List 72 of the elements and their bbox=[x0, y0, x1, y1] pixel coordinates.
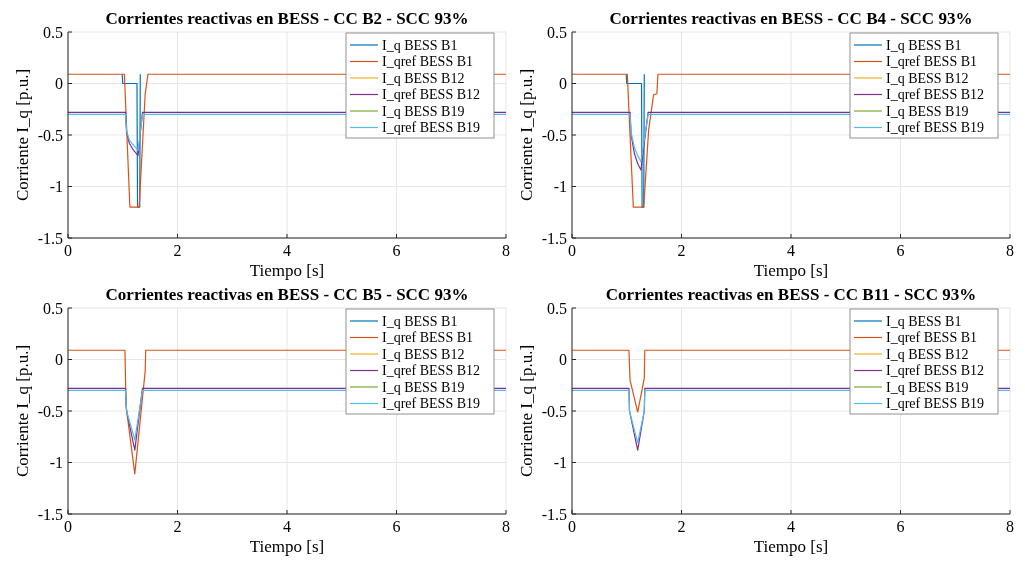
legend-label: I_qref BESS B19 bbox=[382, 396, 480, 412]
y-tick-label: -1.5 bbox=[37, 229, 63, 247]
y-tick-label: -1 bbox=[553, 454, 567, 472]
x-tick-label: 6 bbox=[896, 518, 905, 535]
y-axis-title: Corriente I_q [p.u.] bbox=[13, 68, 32, 202]
x-tick-label: 6 bbox=[392, 242, 401, 259]
x-tick-label: 4 bbox=[283, 518, 291, 535]
legend-label: I_qref BESS B12 bbox=[886, 363, 984, 379]
x-tick-label: 8 bbox=[502, 242, 510, 259]
y-tick-label: 0 bbox=[559, 75, 567, 93]
x-axis-title: Tiempo [s] bbox=[753, 261, 829, 280]
y-tick-label: 0.5 bbox=[43, 23, 63, 41]
y-tick-label: -1 bbox=[49, 178, 63, 196]
y-tick-label: -1 bbox=[49, 454, 63, 472]
y-tick-label: -1.5 bbox=[37, 505, 63, 523]
legend-label: I_q BESS B19 bbox=[382, 103, 465, 119]
x-tick-label: 8 bbox=[1006, 242, 1014, 259]
x-tick-label: 4 bbox=[787, 242, 795, 259]
y-axis-title: Corriente I_q [p.u.] bbox=[517, 344, 536, 478]
legend-label: I_q BESS B19 bbox=[382, 379, 465, 395]
x-tick-label: 2 bbox=[677, 518, 686, 535]
y-tick-label: 0.5 bbox=[43, 299, 63, 317]
x-tick-label: 8 bbox=[1006, 518, 1014, 535]
legend-label: I_q BESS B19 bbox=[886, 379, 969, 395]
chart-title: Corrientes reactivas en BESS - CC B5 - SCC 93% bbox=[105, 285, 469, 304]
legend-label: I_qref BESS B12 bbox=[382, 363, 480, 379]
y-axis-title: Corriente I_q [p.u.] bbox=[517, 68, 536, 202]
legend-label: I_qref BESS B1 bbox=[382, 54, 473, 70]
y-axis-title: Corriente I_q [p.u.] bbox=[13, 344, 32, 478]
legend-label: I_q BESS B12 bbox=[886, 346, 969, 362]
y-tick-label: -0.5 bbox=[541, 402, 567, 420]
y-tick-label: -0.5 bbox=[37, 126, 63, 144]
legend-label: I_qref BESS B12 bbox=[382, 87, 480, 103]
legend-label: I_qref BESS B19 bbox=[886, 396, 984, 412]
x-tick-label: 6 bbox=[896, 242, 905, 259]
x-axis-title: Tiempo [s] bbox=[753, 537, 829, 556]
legend-label: I_q BESS B19 bbox=[886, 103, 969, 119]
legend-label: I_qref BESS B12 bbox=[886, 87, 984, 103]
x-tick-label: 8 bbox=[502, 518, 510, 535]
legend-label: I_q BESS B12 bbox=[886, 70, 969, 86]
chart-title: Corrientes reactivas en BESS - CC B2 - SCC 93% bbox=[105, 9, 469, 28]
y-tick-label: 0 bbox=[55, 75, 63, 93]
legend-label: I_qref BESS B1 bbox=[886, 330, 977, 346]
y-tick-label: -1 bbox=[553, 178, 567, 196]
x-tick-label: 4 bbox=[283, 242, 291, 259]
x-axis-title: Tiempo [s] bbox=[249, 261, 325, 280]
y-tick-label: -0.5 bbox=[541, 126, 567, 144]
y-tick-label: -0.5 bbox=[37, 402, 63, 420]
chart-title: Corrientes reactivas en BESS - CC B11 - SCC 93% bbox=[605, 285, 977, 304]
legend-label: I_q BESS B1 bbox=[382, 313, 458, 329]
x-tick-label: 2 bbox=[677, 242, 686, 259]
legend-label: I_q BESS B1 bbox=[382, 37, 458, 53]
y-tick-label: 0 bbox=[559, 351, 567, 369]
y-tick-label: 0.5 bbox=[547, 299, 567, 317]
y-tick-label: -1.5 bbox=[541, 229, 567, 247]
legend-label: I_q BESS B12 bbox=[382, 346, 465, 362]
x-axis-title: Tiempo [s] bbox=[249, 537, 325, 556]
legend-label: I_qref BESS B19 bbox=[886, 120, 984, 136]
legend-label: I_qref BESS B1 bbox=[886, 54, 977, 70]
chart-title: Corrientes reactivas en BESS - CC B4 - SCC 93% bbox=[609, 9, 973, 28]
y-tick-label: 0.5 bbox=[547, 23, 567, 41]
x-tick-label: 2 bbox=[173, 518, 182, 535]
y-tick-label: 0 bbox=[55, 351, 63, 369]
legend-label: I_q BESS B1 bbox=[886, 313, 962, 329]
x-tick-label: 2 bbox=[173, 242, 182, 259]
legend-label: I_q BESS B1 bbox=[886, 37, 962, 53]
x-tick-label: 4 bbox=[787, 518, 795, 535]
x-tick-label: 6 bbox=[392, 518, 401, 535]
legend-label: I_qref BESS B1 bbox=[382, 330, 473, 346]
legend-label: I_qref BESS B19 bbox=[382, 120, 480, 136]
y-tick-label: -1.5 bbox=[541, 505, 567, 523]
legend-label: I_q BESS B12 bbox=[382, 70, 465, 86]
